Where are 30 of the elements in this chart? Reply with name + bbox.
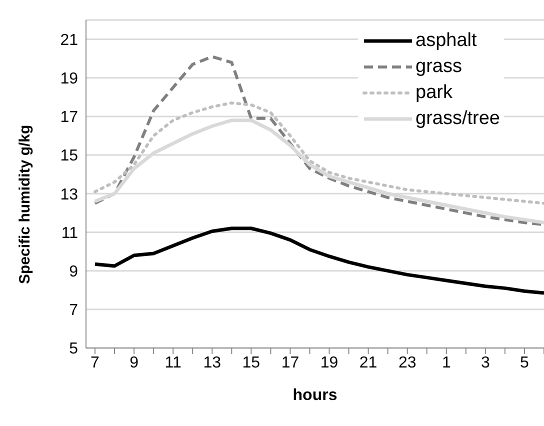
- x-tick-label: 19: [320, 354, 338, 372]
- line-series: [94, 101, 544, 205]
- legend-label: park: [416, 81, 452, 105]
- x-tick-label: 11: [164, 354, 182, 372]
- x-tick-label: 7: [90, 354, 100, 372]
- y-tick-label: 7: [69, 302, 78, 320]
- line-series: [94, 55, 544, 226]
- y-tick-label: 11: [61, 224, 78, 242]
- y-tick-label: 17: [60, 109, 78, 126]
- x-tick-label: 5: [520, 354, 530, 372]
- y-axis-title: Specific humidity g/kg: [16, 124, 34, 284]
- y-tick-label: 9: [69, 264, 78, 281]
- x-axis-title: hours: [292, 387, 338, 404]
- x-tick-label: 21: [359, 354, 378, 372]
- y-tick-label: 15: [60, 148, 78, 165]
- legend-label: grass: [416, 55, 462, 79]
- y-tick-label: 5: [69, 340, 78, 358]
- x-tick-label: 13: [203, 354, 222, 372]
- x-tick-label: 1: [442, 354, 451, 372]
- x-tick-label: 17: [281, 354, 300, 372]
- y-tick-label: 19: [60, 70, 78, 88]
- line-series: [93, 226, 544, 295]
- y-tick-label: 21: [60, 32, 78, 49]
- x-tick-label: 15: [242, 354, 260, 372]
- y-tick-label: 13: [60, 186, 78, 204]
- x-tick-label: 3: [480, 354, 490, 372]
- x-tick-label: 9: [130, 354, 139, 372]
- x-tick-label: 23: [398, 354, 416, 372]
- legend-label: grass/tree: [416, 107, 500, 131]
- legend-label: asphalt: [416, 29, 477, 53]
